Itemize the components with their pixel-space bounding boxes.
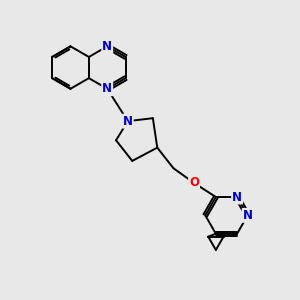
Text: N: N bbox=[102, 40, 112, 53]
Text: N: N bbox=[123, 115, 133, 128]
Text: N: N bbox=[232, 190, 242, 203]
Text: O: O bbox=[189, 176, 199, 190]
Text: N: N bbox=[243, 209, 253, 222]
Text: N: N bbox=[102, 82, 112, 95]
